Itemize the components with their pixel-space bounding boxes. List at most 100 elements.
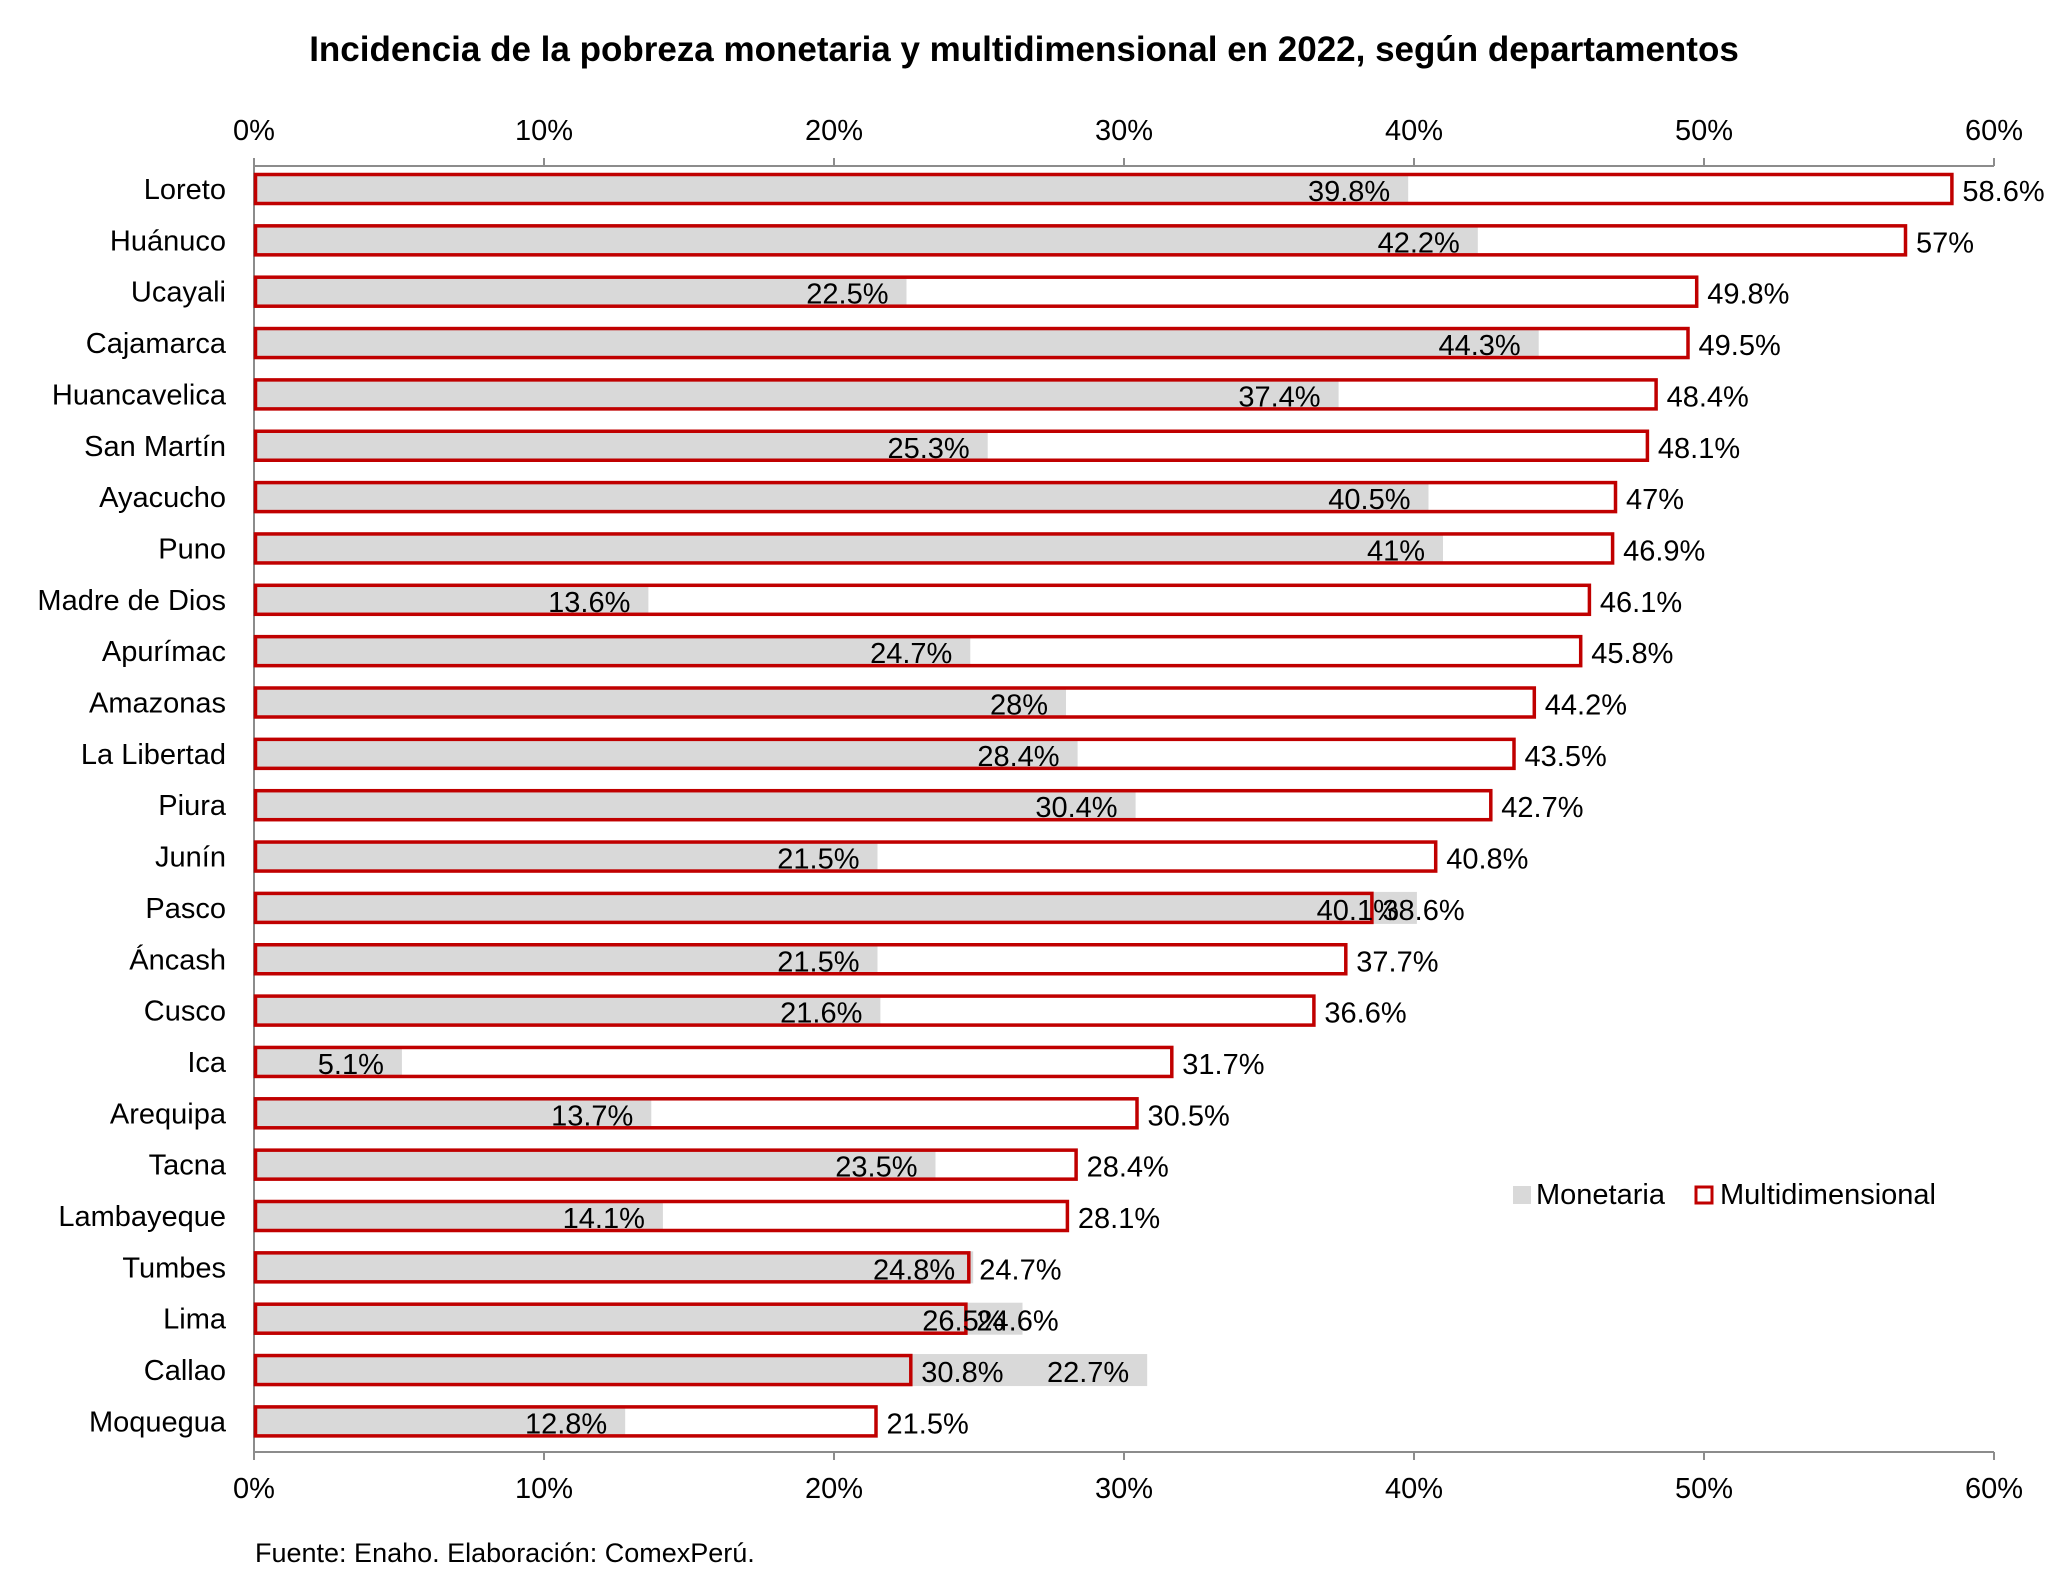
data-label-multidimensional: 24.6% [976,1306,1058,1338]
category-label: Amazonas [89,688,226,720]
data-label-monetaria: 21.6% [780,998,862,1030]
bar-monetaria [254,481,1429,514]
data-label-multidimensional: 49.5% [1699,330,1781,362]
category-label: Ayacucho [99,482,226,514]
bar-monetaria [254,429,988,462]
data-label-monetaria: 28% [990,690,1048,722]
bar-monetaria [254,583,649,616]
bar-multidimensional [253,943,1348,976]
x-tick-label-top: 60% [1965,115,2023,147]
bar-multidimensional [253,1097,1139,1130]
data-label-monetaria: 13.7% [551,1100,633,1132]
category-label: Lambayeque [58,1201,226,1233]
bar-multidimensional [253,1148,1078,1181]
category-label: Puno [158,533,226,565]
category-label: Madre de Dios [37,585,226,617]
bar-multidimensional [253,1353,913,1387]
bar-monetaria [254,532,1443,565]
data-label-multidimensional: 24.7% [979,1254,1061,1286]
bar-multidimensional [253,583,1592,617]
data-label-monetaria: 37.4% [1238,381,1320,413]
legend-swatch-multidimensional [1694,1185,1714,1205]
data-label-multidimensional: 42.7% [1501,792,1583,824]
category-label: Arequipa [110,1098,227,1130]
bar-multidimensional [253,172,1954,206]
category-label: Callao [144,1355,226,1387]
data-label-multidimensional: 58.6% [1962,176,2044,208]
data-label-multidimensional: 38.6% [1382,895,1464,927]
data-label-monetaria: 44.3% [1438,330,1520,362]
bar-monetaria [254,1148,936,1181]
data-label-monetaria: 24.8% [873,1254,955,1286]
legend-label-multidimensional: Multidimensional [1720,1179,1936,1211]
bar-multidimensional [253,686,1537,719]
chart-source: Fuente: Enaho. Elaboración: ComexPerú. [255,1538,755,1568]
data-label-monetaria: 41% [1367,535,1425,567]
bar-monetaria [254,173,1409,205]
bar-monetaria [254,224,1478,257]
legend-label-monetaria: Monetaria [1536,1179,1666,1211]
x-tick-label-top: 10% [515,115,573,147]
x-tick-label-bottom: 40% [1385,1473,1443,1505]
data-label-monetaria: 21.5% [777,844,859,876]
category-label: Cajamarca [86,328,227,360]
category-label: Cusco [144,996,226,1028]
data-label-monetaria: 23.5% [835,1152,917,1184]
data-label-multidimensional: 30.5% [1148,1100,1230,1132]
category-label: Ucayali [131,277,226,309]
data-label-monetaria: 40.5% [1328,484,1410,516]
x-tick-label-bottom: 60% [1965,1473,2023,1505]
bar-multidimensional [253,1045,1174,1079]
data-label-multidimensional: 43.5% [1525,741,1607,773]
data-label-multidimensional: 48.1% [1658,433,1740,465]
data-label-multidimensional: 48.4% [1667,381,1749,413]
bar-multidimensional [253,737,1516,771]
bar-monetaria [254,686,1066,719]
bar-multidimensional [253,1405,878,1438]
bar-monetaria [254,1405,626,1438]
legend-swatch-monetaria [1513,1186,1531,1204]
category-label: Apurímac [102,636,226,668]
data-label-multidimensional: 37.7% [1356,946,1438,978]
chart-title: Incidencia de la pobreza monetaria y mul… [309,30,1739,69]
data-label-monetaria: 28.4% [977,741,1059,773]
bar-monetaria [254,1302,1023,1335]
bar-multidimensional [253,840,1438,873]
data-label-multidimensional: 46.9% [1623,535,1705,567]
data-label-multidimensional: 45.8% [1591,638,1673,670]
bar-multidimensional [253,788,1493,822]
bar-monetaria [254,1200,663,1232]
category-label: Pasco [145,893,226,925]
data-label-multidimensional: 28.1% [1078,1203,1160,1235]
category-label: Tumbes [122,1252,226,1284]
data-label-multidimensional: 49.8% [1707,279,1789,311]
data-label-multidimensional: 21.5% [887,1408,969,1440]
bar-monetaria [254,789,1136,822]
data-label-monetaria: 40.1% [1317,895,1399,927]
x-tick-label-bottom: 30% [1095,1473,1153,1505]
y-axis-labels: Loreto Huánuco Ucayali Cajamarca Huancavelic… [37,174,226,1438]
data-labels: 39.8% 58.6% 42.2% 57% 22.5% 49.8% 44.3% 49.5% 37… [318,176,2045,1440]
x-tick-label-top: 0% [233,115,275,147]
bar-multidimensional [253,891,1374,925]
data-label-multidimensional: 46.1% [1600,587,1682,619]
category-label: Lima [163,1304,227,1336]
category-label: Huánuco [110,225,226,257]
category-label: Ica [187,1047,227,1079]
bar-multidimensional [253,429,1650,462]
bar-multidimensional [253,532,1615,565]
bar-multidimensional [253,1302,968,1335]
bar-monetaria [254,1251,974,1284]
data-label-monetaria: 42.2% [1378,227,1460,259]
category-label: Moquegua [89,1406,227,1438]
data-label-monetaria: 26.5% [922,1306,1004,1338]
x-tick-label-bottom: 10% [515,1473,573,1505]
data-label-multidimensional: 47% [1626,484,1684,516]
category-label: Áncash [129,943,226,976]
category-label: Huancavelica [52,379,227,411]
data-label-monetaria: 14.1% [563,1203,645,1235]
data-label-multidimensional: 57% [1916,227,1974,259]
x-tick-label-bottom: 20% [805,1473,863,1505]
bar-multidimensional [253,1199,1070,1233]
bar-monetaria [254,994,881,1027]
